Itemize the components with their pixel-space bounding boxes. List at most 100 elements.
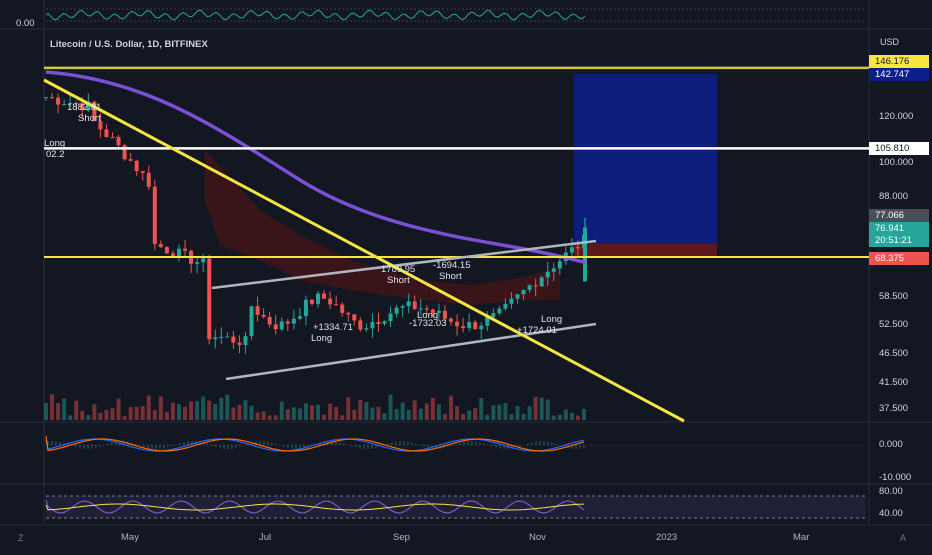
candle-body [231, 336, 236, 343]
volume-bar [424, 403, 429, 420]
candle-body [394, 307, 399, 314]
price-tag-white-level: 105.810 [869, 142, 929, 155]
volume-bar [539, 397, 544, 420]
volume-bar [255, 412, 260, 420]
rsi-signal-line [45, 503, 585, 511]
volume-bar [461, 414, 466, 420]
candle-body [583, 227, 587, 282]
volume-bar [44, 403, 48, 420]
symbol-title[interactable]: Litecoin / U.S. Dollar, 1D, BITFINEX [50, 39, 208, 50]
volume-bar [158, 396, 163, 420]
volume-bar [316, 404, 321, 420]
candle-body [134, 160, 139, 172]
y-tick-label: 46.500 [879, 348, 909, 359]
y-tick-label: 41.500 [879, 377, 909, 388]
candle-body [122, 145, 127, 160]
candle-body [473, 322, 478, 330]
volume-bar [68, 415, 73, 420]
volume-bar [485, 414, 490, 420]
candle-body [140, 171, 145, 173]
candle-body [376, 322, 381, 324]
volume-bar [267, 415, 272, 420]
candle-body [533, 285, 538, 287]
volume-bar [279, 401, 284, 420]
x-tick-label: Mar [793, 532, 810, 543]
volume-bar [370, 407, 375, 420]
volume-bar [479, 398, 484, 420]
volume-bar [116, 398, 121, 420]
volume-bar [273, 415, 278, 420]
volume-bar [533, 396, 538, 420]
candle-body [491, 313, 496, 318]
trade-label: 1882.81 [67, 102, 101, 113]
candle-body [539, 277, 544, 287]
volume-bar [176, 404, 181, 420]
candle-body [44, 97, 48, 99]
candle-body [237, 342, 242, 346]
candle-body [183, 248, 188, 251]
candle-body [285, 321, 290, 324]
volume-bar [503, 403, 508, 420]
candle-body [334, 304, 339, 306]
volume-bar [74, 400, 79, 420]
price-tag-stop-level: 68.375 [869, 252, 929, 265]
volume-bar [521, 413, 526, 420]
candle-body [309, 299, 314, 304]
position-target-zone [574, 73, 717, 245]
trade-label: Long [44, 138, 65, 149]
volume-bar [134, 406, 139, 420]
volume-bar [418, 408, 423, 420]
price-tag-yellow-level: 146.176 [869, 55, 929, 68]
volume-bar [394, 408, 399, 420]
volume-bar [358, 399, 363, 420]
trade-label: 1789.95 [381, 264, 415, 275]
volume-bar [225, 394, 230, 420]
volume-bar [430, 397, 435, 420]
rsi-tick-label: 80.00 [879, 486, 903, 497]
volume-bar [557, 414, 562, 420]
trade-side-label: Short [78, 113, 101, 124]
candle-body [146, 172, 151, 187]
candle-body [243, 336, 248, 346]
candle-body [467, 322, 472, 329]
volume-bar [213, 404, 218, 420]
channel-upper-line [211, 239, 597, 290]
candle-body [418, 308, 423, 310]
volume-bar [183, 406, 188, 420]
macd-tick-label: 0.000 [879, 439, 903, 450]
candle-body [255, 306, 260, 315]
candle-body [261, 314, 266, 317]
volume-bar [364, 402, 369, 420]
candle-body [110, 137, 115, 139]
candle-body [291, 318, 296, 324]
top-oscillator-value: 0.00 [16, 18, 35, 29]
candle-body [74, 103, 79, 105]
volume-bar [285, 409, 290, 420]
candle-body [569, 247, 574, 253]
candle-body [352, 314, 357, 321]
volume-bar [50, 394, 55, 420]
volume-bar [322, 414, 327, 420]
volume-bar [86, 415, 91, 420]
candle-body [249, 306, 254, 337]
volume-bar [328, 403, 333, 420]
trade-side-label: Short [439, 271, 462, 282]
candle-body [104, 129, 109, 138]
volume-bar [563, 409, 568, 420]
y-tick-label: 100.000 [879, 157, 914, 168]
volume-bar [527, 406, 532, 420]
volume-bar [406, 409, 411, 420]
candle-body [213, 337, 218, 340]
candle-body [497, 308, 502, 314]
candle-body [442, 310, 447, 319]
candle-body [436, 310, 441, 313]
currency-label[interactable]: USD [880, 37, 900, 47]
candle-body [170, 253, 175, 258]
volume-bar [104, 409, 109, 420]
x-tick-label: Nov [529, 532, 546, 543]
auto-scale-button[interactable]: A [900, 533, 907, 543]
macd-tick-label: -10.000 [879, 472, 912, 483]
timezone-button[interactable]: Z [18, 533, 24, 543]
